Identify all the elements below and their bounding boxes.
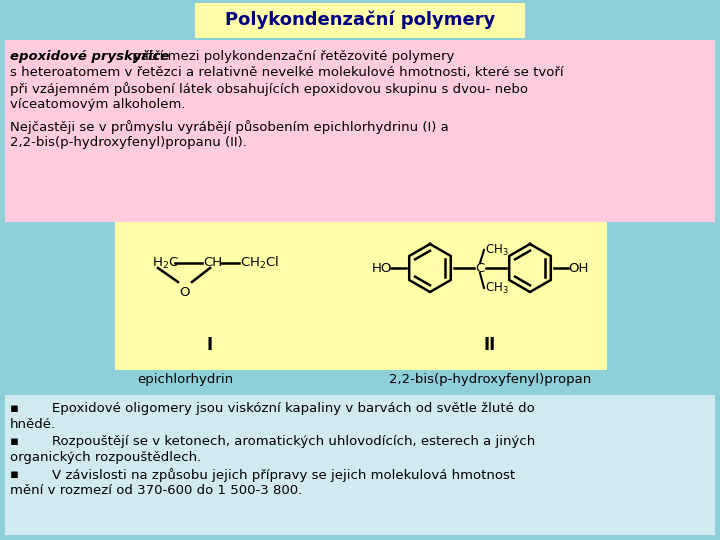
Text: O: O bbox=[180, 286, 190, 299]
Text: CH$_2$Cl: CH$_2$Cl bbox=[240, 255, 279, 271]
Text: ▪: ▪ bbox=[10, 402, 19, 415]
Text: při vzájemném působení látek obsahujících epoxidovou skupinu s dvou- nebo: při vzájemném působení látek obsahujícíc… bbox=[10, 82, 528, 96]
Text: epoxidové pryskyřice: epoxidové pryskyřice bbox=[10, 50, 169, 63]
Text: H$_2$C: H$_2$C bbox=[151, 255, 179, 271]
Text: mění v rozmezí od 370-600 do 1 500-3 800.: mění v rozmezí od 370-600 do 1 500-3 800… bbox=[10, 484, 302, 497]
Text: 2,2-bis(p-hydroxyfenyl)propan: 2,2-bis(p-hydroxyfenyl)propan bbox=[389, 374, 591, 387]
Text: CH: CH bbox=[204, 256, 222, 269]
Text: epichlorhydrin: epichlorhydrin bbox=[137, 374, 233, 387]
Bar bbox=[115, 222, 607, 370]
Text: Polykondenzační polymery: Polykondenzační polymery bbox=[225, 11, 495, 29]
Bar bbox=[5, 395, 715, 535]
Text: Rozpouštějí se v ketonech, aromatických uhlovodících, esterech a jiných: Rozpouštějí se v ketonech, aromatických … bbox=[52, 435, 535, 448]
Text: 2,2-bis(p-hydroxyfenyl)propanu (II).: 2,2-bis(p-hydroxyfenyl)propanu (II). bbox=[10, 136, 247, 149]
Text: OH: OH bbox=[568, 261, 588, 274]
Bar bbox=[195, 3, 525, 38]
Text: Epoxidové oligomery jsou viskózní kapaliny v barvách od světle žluté do: Epoxidové oligomery jsou viskózní kapali… bbox=[52, 402, 535, 415]
Text: ▪: ▪ bbox=[10, 468, 19, 481]
Text: víceatomovým alkoholem.: víceatomovým alkoholem. bbox=[10, 98, 186, 111]
Text: V závislosti na způsobu jejich přípravy se jejich molekulová hmotnost: V závislosti na způsobu jejich přípravy … bbox=[52, 468, 515, 482]
Text: II: II bbox=[484, 336, 496, 354]
Text: I: I bbox=[207, 336, 213, 354]
Text: patří mezi polykondenzační řetězovité polymery: patří mezi polykondenzační řetězovité po… bbox=[128, 50, 454, 63]
Text: organických rozpouštědlech.: organických rozpouštědlech. bbox=[10, 451, 202, 464]
Bar bbox=[5, 40, 715, 222]
Text: ▪: ▪ bbox=[10, 435, 19, 448]
Text: CH$_3$: CH$_3$ bbox=[485, 280, 509, 295]
Text: HO: HO bbox=[372, 261, 392, 274]
Text: Nejčastěji se v průmyslu vyrábějí působením epichlorhydrinu (I) a: Nejčastěji se v průmyslu vyrábějí působe… bbox=[10, 120, 449, 134]
Text: C: C bbox=[475, 261, 485, 274]
Text: s heteroatomem v řetězci a relativně nevelké molekulové hmotnosti, které se tvoř: s heteroatomem v řetězci a relativně nev… bbox=[10, 66, 564, 79]
Text: CH$_3$: CH$_3$ bbox=[485, 242, 509, 258]
Text: hnědé.: hnědé. bbox=[10, 418, 56, 431]
